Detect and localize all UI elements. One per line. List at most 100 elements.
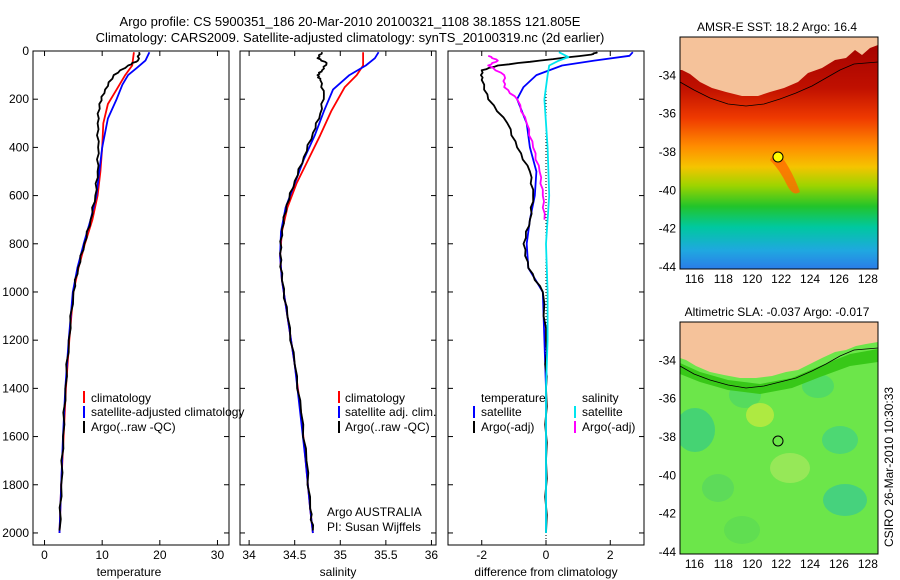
map-x-tick-label: 116 xyxy=(685,557,704,571)
map-y-tick-label: -42 xyxy=(659,222,677,236)
sla-map-frame xyxy=(679,321,879,555)
map-x-tick-label: 120 xyxy=(742,272,762,286)
map-x-tick-label: 118 xyxy=(714,557,733,571)
map-y-tick-label: -36 xyxy=(659,392,677,406)
x-tick-label: 0 xyxy=(543,548,550,562)
map-x-tick-label: 124 xyxy=(800,557,820,571)
temperature-xlabel: temperature xyxy=(97,565,162,579)
y-tick-label: 1400 xyxy=(2,381,29,395)
argo-australia-label: Argo AUSTRALIA xyxy=(327,505,422,519)
series-line-climatology xyxy=(58,52,135,534)
sla-map-title: Altimetric SLA: -0.037 Argo: -0.017 xyxy=(685,305,870,319)
pi-label: PI: Susan Wijffels xyxy=(327,520,421,534)
salinity-legend: climatology satellite adj. clim. Argo(..… xyxy=(338,391,436,434)
sla-argo-marker xyxy=(772,435,784,447)
map-y-tick-label: -40 xyxy=(659,183,677,197)
legend-label-satellite: satellite-adjusted climatology xyxy=(91,405,244,419)
sla-blob xyxy=(702,474,734,502)
sla-blob xyxy=(746,403,774,427)
series-line-satellite-adj-clim- xyxy=(279,51,380,534)
x-tick-label: 35.5 xyxy=(374,548,398,562)
map-y-tick-label: -38 xyxy=(659,145,677,159)
sst-map xyxy=(680,37,878,269)
map-y-tick-label: -38 xyxy=(659,430,677,444)
map-y-tick-label: -34 xyxy=(659,353,677,367)
sla-land xyxy=(680,322,878,378)
map-x-tick-label: 122 xyxy=(771,272,791,286)
sst-argo-marker xyxy=(772,151,784,163)
x-tick-label: 30 xyxy=(211,548,225,562)
y-tick-label: 1800 xyxy=(2,478,29,492)
map-x-tick-label: 128 xyxy=(858,272,878,286)
x-tick-label: 20 xyxy=(153,548,167,562)
temperature-panel-frame xyxy=(32,50,230,546)
y-tick-label: 2000 xyxy=(2,526,29,540)
sla-blob xyxy=(724,516,760,544)
sla-map xyxy=(680,322,878,554)
legend-label-climatology: climatology xyxy=(91,391,151,405)
map-x-tick-label: 124 xyxy=(800,272,820,286)
legend-label-argo: Argo(..raw -QC) xyxy=(345,420,430,434)
y-tick-label: 1600 xyxy=(2,430,29,444)
y-tick-label: 1000 xyxy=(2,285,29,299)
sla-blob xyxy=(770,453,810,483)
legend-label-sal-argo: Argo(-adj) xyxy=(582,420,635,434)
series-line-salinity-argo-adj- xyxy=(487,54,546,220)
map-x-tick-label: 128 xyxy=(858,557,878,571)
series-line-argo-raw-qc- xyxy=(279,52,328,531)
x-tick-label: -2 xyxy=(476,548,487,562)
sla-blob xyxy=(823,484,867,516)
map-x-tick-label: 126 xyxy=(829,557,849,571)
map-x-tick-label: 118 xyxy=(714,272,733,286)
series-line-temperature-argo-adj- xyxy=(480,51,598,534)
sla-blob xyxy=(680,408,715,452)
map-x-tick-label: 116 xyxy=(685,272,704,286)
sst-land xyxy=(680,37,878,96)
difference-legend: temperature salinity satellite Argo(-adj… xyxy=(473,391,635,434)
legend-label-temp-argo: Argo(-adj) xyxy=(481,420,534,434)
y-tick-label: 0 xyxy=(22,44,29,58)
map-y-tick-label: -36 xyxy=(659,107,677,121)
series-line-climatology xyxy=(279,52,364,534)
legend-header-salinity: salinity xyxy=(582,391,619,405)
legend-label-sal-satellite: satellite xyxy=(582,405,623,419)
legend-label-climatology: climatology xyxy=(345,391,405,405)
map-x-tick-label: 122 xyxy=(771,557,791,571)
map-y-tick-label: -42 xyxy=(659,507,677,521)
sst-map-title: AMSR-E SST: 18.2 Argo: 16.4 xyxy=(697,20,857,34)
y-tick-label: 200 xyxy=(9,92,29,106)
legend-header-temperature: temperature xyxy=(481,391,546,405)
salinity-panel-frame xyxy=(239,50,437,546)
figure-title-line1: Argo profile: CS 5900351_186 20-Mar-2010… xyxy=(120,14,581,29)
series-line-salinity-satellite xyxy=(543,51,570,533)
map-y-tick-label: -44 xyxy=(659,260,677,274)
x-tick-label: 10 xyxy=(95,548,109,562)
sla-isobath xyxy=(680,347,878,389)
legend-label-satellite: satellite adj. clim. xyxy=(345,405,436,419)
temperature-legend: climatology satellite-adjusted climatolo… xyxy=(83,391,244,434)
y-tick-label: 800 xyxy=(9,237,29,251)
series-line-temperature-satellite xyxy=(516,51,634,533)
map-x-tick-label: 120 xyxy=(742,557,762,571)
x-tick-label: 34 xyxy=(242,548,256,562)
x-tick-label: 35 xyxy=(334,548,348,562)
salinity-xlabel: salinity xyxy=(320,565,357,579)
x-tick-label: 2 xyxy=(607,548,614,562)
sla-coastal-band xyxy=(680,349,878,394)
legend-label-argo: Argo(..raw -QC) xyxy=(91,420,176,434)
legend-label-temp-satellite: satellite xyxy=(481,405,522,419)
sst-isobath xyxy=(680,61,878,107)
map-y-tick-label: -40 xyxy=(659,468,677,482)
map-y-tick-label: -44 xyxy=(659,545,677,559)
side-timestamp-label: CSIRO 26-Mar-2010 10:30:33 xyxy=(882,387,896,547)
sla-blob xyxy=(822,426,858,454)
x-tick-label: 0 xyxy=(41,548,48,562)
figure-title-line2: Climatology: CARS2009. Satellite-adjuste… xyxy=(96,30,605,45)
map-x-tick-label: 126 xyxy=(829,272,849,286)
series-line-argo-raw-qc- xyxy=(58,51,141,531)
difference-xlabel: difference from climatology xyxy=(474,565,617,579)
x-tick-label: 34.5 xyxy=(283,548,307,562)
sst-map-frame xyxy=(679,36,879,270)
map-y-tick-label: -34 xyxy=(659,68,677,82)
